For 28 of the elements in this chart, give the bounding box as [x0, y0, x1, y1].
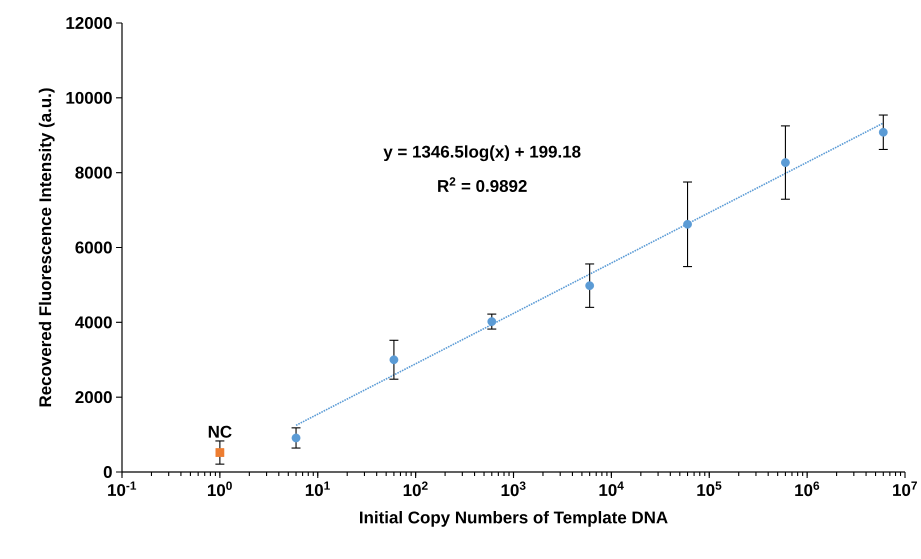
- point: [585, 281, 594, 290]
- point: [292, 434, 300, 442]
- y-tick-label: 10000: [66, 92, 112, 104]
- y-tick-label: 6000: [75, 242, 112, 254]
- point: [878, 128, 888, 137]
- point: [683, 220, 692, 229]
- point: [390, 355, 398, 364]
- series-label: NC: [208, 426, 232, 438]
- y-axis-title: Recovered Fluorescence Intensity (a.u.): [38, 88, 55, 406]
- y-tick-label: 12000: [66, 16, 112, 29]
- x-tick-label: 10$^{1}$: [306, 482, 330, 496]
- annotation: y = 1346.5log(x) + 199.18: [383, 145, 581, 162]
- point: [781, 158, 790, 167]
- y-tick-label: 2000: [75, 391, 112, 404]
- y-tick-label: 4000: [75, 316, 112, 328]
- x-tick-label: 10$^{-1}$: [108, 482, 136, 496]
- x-tick-label: 10$^{6}$: [795, 481, 820, 496]
- x-tick-label: 10$^{0}$: [208, 481, 232, 496]
- annotation: R$^{2}$ = 0.9892: [438, 177, 527, 192]
- y-tick-label: 8000: [75, 166, 112, 179]
- x-tick-label: 10$^{7}$: [893, 482, 917, 496]
- y-tick-label: 0: [104, 466, 112, 478]
- x-tick-label: 10$^{2}$: [404, 481, 428, 496]
- x-tick-label: 10$^{3}$: [502, 481, 526, 496]
- point: [487, 317, 496, 326]
- x-tick-label: 10$^{4}$: [599, 482, 624, 496]
- x-tick-label: 10$^{5}$: [697, 482, 722, 496]
- x-axis-title: Initial Copy Numbers of Template DNA: [360, 511, 668, 527]
